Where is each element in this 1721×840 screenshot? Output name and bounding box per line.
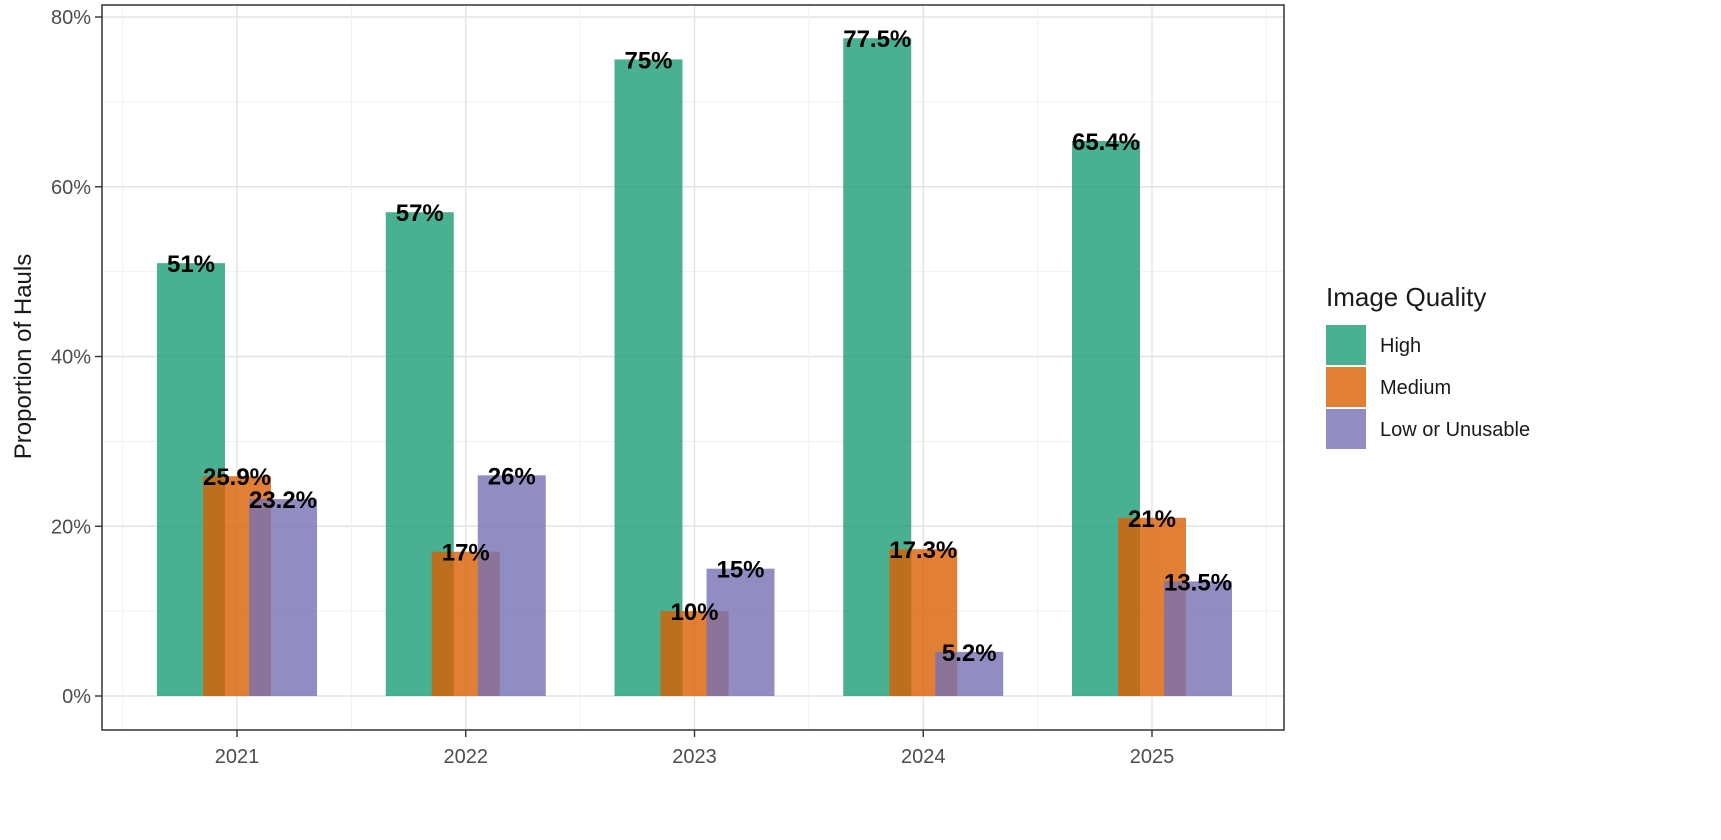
- x-axis: 2021 2022 2023 2024 2025: [215, 730, 1175, 768]
- data-label-low-or-unusable-2021: 23.2%: [249, 487, 317, 514]
- data-label-low-or-unusable-2025: 13.5%: [1164, 569, 1232, 596]
- data-labels: 51% 57% 75% 77.5% 65.4% 25.9% 17% 10% 17.3% 21% 23…: [167, 26, 1232, 667]
- bar-low-or-unusable-2021: [249, 499, 317, 696]
- legend-key-high: [1326, 325, 1366, 365]
- data-label-low-or-unusable-2022: 26%: [488, 463, 536, 490]
- x-tick-label: 2025: [1130, 746, 1175, 768]
- y-tick-label: 80%: [51, 7, 91, 29]
- data-label-high-2023: 75%: [624, 47, 672, 74]
- legend-label-high: High: [1380, 335, 1421, 357]
- y-axis: 0% 20% 40% 60% 80%: [51, 7, 102, 708]
- bar-low-or-unusable-2024: [935, 651, 1004, 696]
- bars: [157, 38, 1232, 697]
- data-label-high-2021: 51%: [167, 251, 215, 278]
- bar-low-or-unusable-2023: [706, 568, 775, 696]
- x-tick-label: 2024: [901, 746, 946, 768]
- bar-high-2023: [614, 59, 683, 696]
- data-label-low-or-unusable-2024: 5.2%: [942, 640, 997, 667]
- y-tick-label: 60%: [51, 177, 91, 199]
- x-tick-label: 2023: [672, 746, 717, 768]
- data-label-medium-2022: 17%: [442, 540, 490, 567]
- data-label-medium-2023: 10%: [670, 599, 718, 626]
- y-tick-label: 20%: [51, 516, 91, 538]
- data-label-high-2025: 65.4%: [1072, 129, 1140, 156]
- legend-label-medium: Medium: [1380, 377, 1451, 399]
- legend-key-low-or-unusable: [1326, 409, 1366, 449]
- legend-key-medium: [1326, 367, 1366, 407]
- data-label-high-2022: 57%: [396, 200, 444, 227]
- x-tick-label: 2022: [444, 746, 489, 768]
- plot-panel-border: [101, 4, 1285, 731]
- x-tick-label: 2021: [215, 746, 260, 768]
- legend: Image Quality High Medium Low or Unusable: [1326, 282, 1530, 449]
- data-label-high-2024: 77.5%: [843, 26, 911, 53]
- y-tick-label: 0%: [62, 686, 91, 708]
- legend-title: Image Quality: [1326, 282, 1486, 312]
- y-axis-title: Proportion of Hauls: [10, 254, 37, 459]
- legend-label-low-or-unusable: Low or Unusable: [1380, 419, 1530, 441]
- data-label-low-or-unusable-2023: 15%: [716, 557, 764, 584]
- bar-low-or-unusable-2022: [477, 475, 546, 696]
- data-label-medium-2025: 21%: [1128, 506, 1176, 533]
- data-label-medium-2021: 25.9%: [203, 464, 271, 491]
- y-tick-label: 40%: [51, 347, 91, 369]
- bar-low-or-unusable-2025: [1164, 581, 1232, 696]
- data-label-medium-2024: 17.3%: [889, 537, 957, 564]
